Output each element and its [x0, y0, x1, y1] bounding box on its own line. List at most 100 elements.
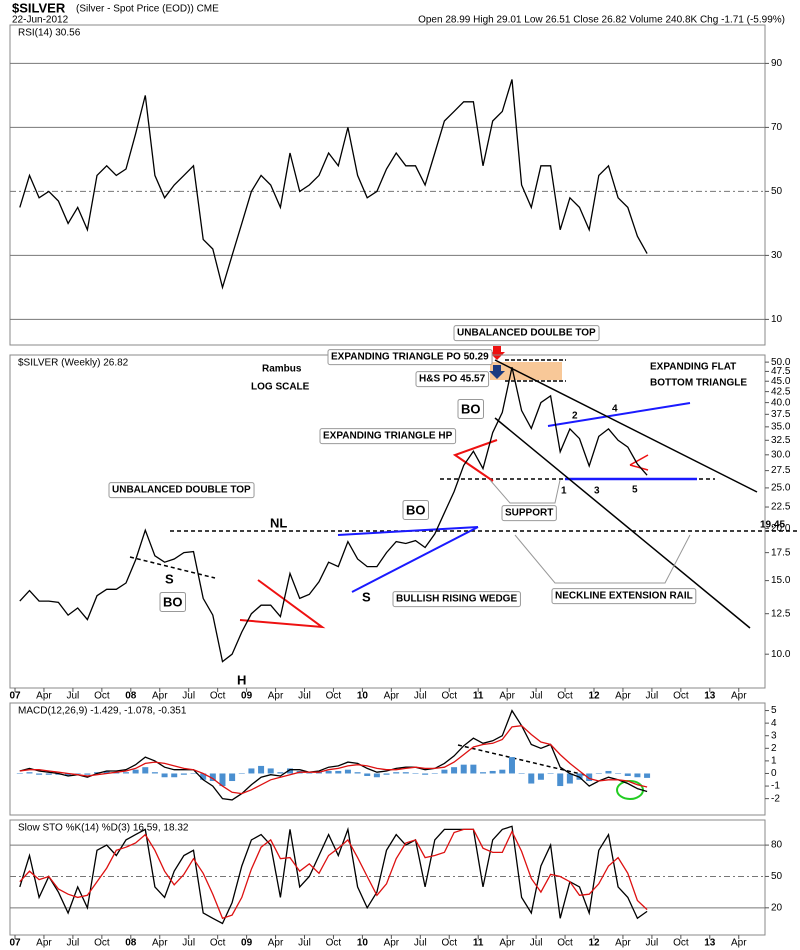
annotation: S: [165, 571, 174, 586]
series-line: [19, 825, 648, 925]
x-tick-label: Jul: [182, 938, 195, 949]
y-tick-label: 10: [771, 314, 783, 325]
histogram-bar: [480, 772, 487, 774]
histogram-bar: [557, 773, 564, 787]
x-tick-label: Jul: [530, 691, 543, 702]
panel-frame: [9, 702, 766, 816]
triangle: [452, 439, 498, 482]
date: 22-Jun-2012: [12, 15, 69, 26]
x-tick-label: Apr: [731, 691, 747, 702]
y-tick-label: -1: [771, 781, 780, 792]
histogram-bar: [325, 770, 332, 774]
neckline: [129, 556, 216, 579]
x-tick-label: Apr: [268, 691, 284, 702]
x-tick-label: Apr: [499, 938, 515, 949]
annotation: Rambus: [262, 364, 302, 375]
x-tick-label: 08: [125, 691, 137, 702]
histogram-bar: [470, 764, 477, 774]
trend-line: [547, 402, 691, 427]
annotation: 3: [594, 486, 600, 497]
y-tick-label: 12.5: [771, 608, 791, 619]
x-tick-label: Apr: [152, 938, 168, 949]
y-tick-label: 30: [771, 250, 783, 261]
histogram-bar: [161, 773, 168, 778]
histogram-bar: [518, 773, 525, 774]
x-tick-label: Jul: [298, 691, 311, 702]
histogram-bar: [528, 773, 535, 784]
histogram-bar: [547, 773, 554, 774]
histogram-bar: [644, 773, 651, 778]
histogram-bar: [84, 773, 91, 775]
y-tick-label: 32.5: [771, 435, 791, 446]
x-tick-label: Oct: [673, 938, 689, 949]
y-tick-label: 50: [771, 871, 783, 882]
panel-title: $SILVER (Weekly) 26.82: [18, 358, 129, 369]
x-tick-label: Oct: [673, 691, 689, 702]
histogram-bar: [132, 769, 139, 774]
y-tick-label: 80: [771, 840, 783, 851]
trend-line: [494, 417, 751, 629]
x-tick-label: Oct: [326, 691, 342, 702]
annotation: 4: [612, 404, 618, 415]
x-tick-label: 12: [588, 691, 600, 702]
wedge-line: [351, 526, 479, 593]
callout-line: [489, 479, 561, 504]
x-tick-label: Apr: [152, 691, 168, 702]
y-tick-label: 17.5: [771, 547, 791, 558]
histogram-bar: [586, 773, 593, 782]
y-tick-label: 3: [771, 730, 777, 741]
annotation-box: [501, 505, 557, 522]
annotation: BO: [461, 401, 481, 416]
histogram-bar: [441, 769, 448, 774]
annotation: EXPANDING TRIANGLE PO 50.29: [331, 352, 489, 363]
x-tick-label: Apr: [615, 691, 631, 702]
y-tick-label: 15.0: [771, 575, 791, 586]
x-tick-label: 09: [241, 691, 253, 702]
y-tick-label: 2: [771, 743, 777, 754]
triangle: [629, 464, 649, 471]
annotation: SUPPORT: [505, 508, 553, 519]
x-tick-label: Apr: [499, 691, 515, 702]
histogram-bar: [287, 768, 294, 774]
histogram-bar: [229, 773, 236, 782]
annotation: H: [237, 672, 246, 687]
histogram-bar: [460, 764, 467, 774]
histogram-bar: [364, 773, 371, 776]
down-arrow: [489, 365, 505, 379]
histogram-bar: [605, 770, 612, 774]
histogram-bar: [65, 773, 72, 776]
annotation: LOG SCALE: [251, 382, 310, 393]
series-line: [19, 79, 648, 290]
y-tick-label: 20: [771, 902, 783, 913]
annotation: NL: [270, 515, 287, 530]
annotation-shapes: [129, 346, 800, 800]
annotation-box: [453, 325, 600, 342]
symbol: $SILVER: [12, 0, 66, 15]
annotation: BO: [406, 502, 426, 517]
annotation: 5: [632, 485, 638, 496]
annotation: UNBALANCED DOUBLE TOP: [112, 485, 251, 496]
x-tick-label: 07: [9, 691, 21, 702]
x-tick-label: 11: [473, 938, 484, 949]
histogram-bar: [373, 773, 380, 778]
description: (Silver - Spot Price (EOD)) CME: [76, 4, 219, 15]
histogram-bar: [103, 770, 110, 774]
y-tick-label: 70: [771, 122, 783, 133]
annotation: BOTTOM TRIANGLE: [650, 378, 747, 389]
callout-line: [514, 534, 691, 584]
histogram-bar: [499, 769, 506, 774]
histogram-bar: [624, 773, 631, 776]
histogram-bar: [566, 773, 573, 784]
histogram-bar: [615, 773, 622, 774]
annotation-box: [415, 371, 490, 388]
annotation: EXPANDING FLAT: [650, 362, 736, 373]
y-tick-label: 22.5: [771, 502, 791, 513]
x-tick-label: Apr: [36, 938, 52, 949]
y-tick-label: 40.0: [771, 397, 791, 408]
histogram-bar: [180, 773, 187, 775]
x-tick-label: 12: [588, 938, 600, 949]
y-tick-label: 37.5: [771, 409, 791, 420]
x-tick-label: Oct: [326, 938, 342, 949]
